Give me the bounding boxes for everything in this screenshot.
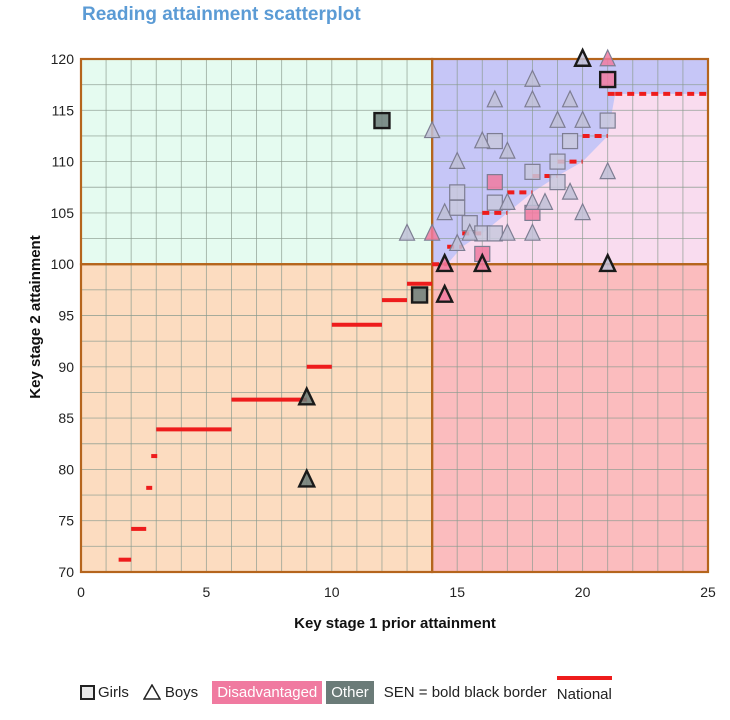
- boy-point: [472, 252, 492, 273]
- girl-point: [549, 174, 566, 191]
- boy-point: [435, 283, 455, 303]
- boy-point: [561, 181, 579, 200]
- boy-point: [523, 223, 541, 241]
- boy-point: [498, 192, 516, 210]
- girl-point: [449, 199, 466, 216]
- x-axis-label: Key stage 1 prior attainment: [294, 615, 496, 632]
- boy-point: [423, 223, 441, 241]
- national-line: [118, 91, 708, 562]
- boy-point: [423, 120, 441, 139]
- x-tick-label: 20: [575, 584, 591, 600]
- legend-boys-label: Boys: [164, 683, 199, 701]
- y-tick-label: 105: [51, 205, 75, 221]
- x-tick-label: 15: [449, 584, 465, 600]
- legend-item-other: Other: [326, 680, 374, 704]
- y-tick-label: 90: [58, 359, 74, 375]
- boy-point: [436, 202, 454, 221]
- boy-point: [549, 110, 566, 128]
- boy-point: [574, 202, 592, 221]
- boy-point: [523, 192, 541, 210]
- y-tick-label: 120: [51, 51, 75, 67]
- triangle-icon: [142, 684, 161, 700]
- boy-point: [523, 89, 541, 108]
- boy-point: [473, 130, 491, 149]
- border-bottom-right: [431, 263, 710, 574]
- girl-point: [449, 184, 466, 201]
- boy-point: [448, 233, 466, 252]
- girl-point: [524, 163, 541, 180]
- quadrant-borders: [79, 57, 710, 574]
- quadrant-top-right-below-national: [447, 93, 708, 265]
- square-icon: [80, 684, 95, 700]
- boy-point: [398, 223, 416, 241]
- boy-point: [598, 252, 618, 273]
- boy-point: [523, 69, 541, 87]
- boy-point: [498, 140, 516, 159]
- boy-point: [561, 89, 579, 108]
- chart-title: Reading attainment scatterplot: [82, 4, 361, 25]
- girl-point: [486, 132, 503, 150]
- y-tick-label: 110: [52, 154, 75, 170]
- boy-point: [297, 385, 317, 406]
- legend-other-badge: Other: [326, 680, 374, 704]
- girl-point: [486, 194, 503, 211]
- legend: Girls Boys Disadvantaged Other SEN = bol…: [80, 675, 626, 707]
- legend-disadvantaged-badge: Disadvantaged: [212, 680, 323, 704]
- boy-point: [435, 252, 455, 273]
- boy-point: [486, 89, 504, 108]
- boy-point: [448, 151, 466, 169]
- boy-point: [599, 48, 617, 67]
- girl-point: [561, 132, 579, 150]
- grid-lines: [80, 58, 709, 573]
- national-line-swatch: [556, 675, 612, 680]
- boy-point: [297, 467, 317, 488]
- x-tick-label: 25: [700, 584, 716, 600]
- legend-national-label: National: [556, 685, 612, 703]
- boy-point: [573, 47, 593, 67]
- legend-item-sen: SEN = bold black border: [384, 684, 547, 701]
- legend-sen-label: SEN = bold black border: [383, 683, 547, 701]
- girl-point: [598, 70, 617, 89]
- legend-girls-label: Girls: [98, 683, 129, 701]
- scatter-chart: 0 5 10 15 20 25 70 75 80 85 90 95 100 105 110 115 120 Ke…: [27, 47, 716, 632]
- boy-point: [461, 223, 479, 241]
- boy-point: [599, 161, 617, 180]
- girl-point: [410, 286, 429, 304]
- y-tick-label: 100: [51, 256, 75, 272]
- legend-item-boys: Boys: [142, 683, 199, 701]
- y-axis-label: Key stage 2 attainment: [27, 235, 44, 398]
- boy-point: [498, 223, 516, 241]
- x-tick-label: 0: [77, 584, 85, 600]
- y-tick-label: 75: [58, 513, 74, 529]
- y-tick-label: 70: [58, 564, 74, 580]
- boy-point: [536, 192, 554, 210]
- legend-item-girls: Girls: [80, 684, 129, 701]
- x-tick-label: 10: [324, 584, 340, 600]
- girl-point: [599, 112, 616, 129]
- x-tick-label: 5: [203, 584, 211, 600]
- legend-item-national: National: [556, 675, 612, 703]
- girl-point: [549, 153, 566, 170]
- legend-item-disadvantaged: Disadvantaged: [212, 680, 323, 704]
- y-tick-label: 95: [58, 308, 74, 324]
- axis-tick-labels: 0 5 10 15 20 25 70 75 80 85 90 95 100 105 110 115 120: [51, 51, 716, 600]
- girl-point: [373, 111, 391, 130]
- boy-point: [574, 110, 592, 128]
- girl-point: [486, 225, 503, 242]
- girl-point: [486, 174, 503, 191]
- y-tick-label: 80: [58, 461, 74, 477]
- y-tick-label: 115: [52, 102, 75, 118]
- y-tick-label: 85: [58, 410, 74, 426]
- data-points: [297, 47, 618, 488]
